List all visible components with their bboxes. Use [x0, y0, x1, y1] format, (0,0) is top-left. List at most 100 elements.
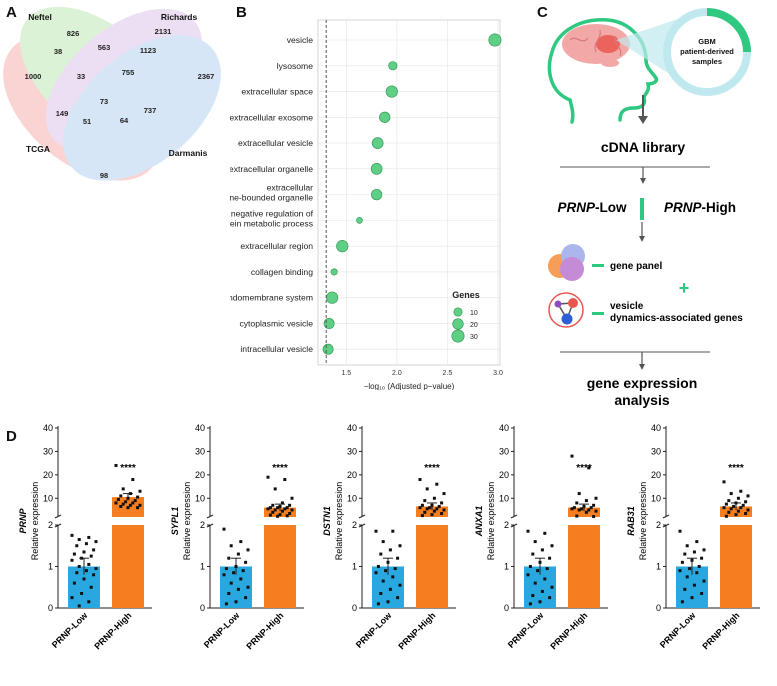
y-tick-label: 10 [195, 493, 205, 503]
brain-folds [569, 29, 622, 57]
enrichment-point [385, 85, 398, 98]
enrichment-point [336, 240, 349, 253]
term-label: extracellular organelle [230, 164, 313, 174]
plus-icon: + [679, 278, 690, 298]
x-axis-label: −log₁₀ (Adjusted p−value) [364, 382, 455, 390]
data-point [420, 503, 424, 507]
data-point [273, 508, 277, 512]
data-point [241, 569, 245, 573]
data-point [736, 509, 740, 513]
y-tick-label: 20 [499, 470, 509, 480]
data-point [386, 560, 390, 564]
data-point [543, 531, 547, 535]
data-point [290, 496, 294, 500]
data-point [244, 560, 248, 564]
data-point [430, 513, 434, 517]
data-point [381, 579, 385, 583]
data-point [396, 556, 400, 560]
bar-prnp-high-lower [416, 525, 448, 608]
venn-region: 737 [144, 106, 157, 115]
term-label: intracellular vesicle [240, 344, 313, 354]
term-label: collagen binding [251, 267, 313, 277]
venn-region: 38 [54, 47, 62, 56]
data-point [124, 500, 128, 504]
bar-prnp-high-lower [264, 525, 296, 608]
data-point [288, 503, 292, 507]
data-point [87, 562, 91, 566]
data-point [533, 540, 537, 544]
x-category-label: PRNP-Low [354, 610, 394, 650]
data-point [138, 503, 142, 507]
data-point [575, 514, 579, 518]
arrow-head-icon [638, 116, 648, 124]
data-point [119, 494, 123, 498]
data-point [70, 533, 74, 537]
y-tick-label: 10 [347, 493, 357, 503]
y-tick-label: 1 [200, 562, 205, 572]
term-label: lysosome [277, 61, 314, 71]
axis-break-mark [54, 514, 62, 519]
bar-prnp-high-upper [720, 506, 752, 517]
y-tick-label: 30 [499, 446, 509, 456]
y-tick-label: 0 [352, 603, 357, 613]
data-point [526, 529, 530, 533]
data-point [379, 591, 383, 595]
data-point [246, 585, 250, 589]
data-point [741, 503, 745, 507]
data-point [685, 575, 689, 579]
data-point [391, 529, 395, 533]
enrichment-point [326, 291, 339, 304]
data-point [72, 552, 76, 556]
data-point [285, 514, 289, 518]
gene-name-label: SYPL1 [170, 507, 180, 536]
venn-region: 2367 [198, 72, 215, 81]
dash-marker [592, 312, 604, 315]
data-point [692, 583, 696, 587]
data-point [533, 581, 537, 585]
data-point [420, 514, 424, 518]
data-point [582, 504, 586, 508]
data-point [280, 501, 284, 505]
cdna-library-label: cDNA library [601, 139, 686, 155]
data-point [594, 496, 598, 500]
data-point [550, 544, 554, 548]
venn-label-neftel: Neftel [28, 12, 52, 22]
data-point [531, 594, 535, 598]
tumor-spot [596, 35, 620, 53]
data-point [425, 487, 429, 491]
y-tick-label: 2 [656, 520, 661, 530]
y-tick-label: 30 [195, 446, 205, 456]
data-point [114, 501, 118, 505]
brain-stem [601, 59, 619, 67]
data-point [224, 567, 228, 571]
data-point [545, 567, 549, 571]
arrow-head-icon [640, 178, 646, 184]
network-node [554, 300, 562, 308]
gene-panel-icon [548, 244, 585, 281]
data-point [138, 489, 142, 493]
gene-name-label: DSTN1 [322, 506, 332, 536]
data-point [271, 503, 275, 507]
venn-region: 64 [120, 116, 129, 125]
data-point [700, 556, 704, 560]
data-point [227, 591, 231, 595]
x-tick-label: 2.0 [392, 370, 402, 377]
venn-set-richards [45, 8, 203, 152]
data-point [430, 503, 434, 507]
data-point [548, 556, 552, 560]
data-point [587, 508, 591, 512]
data-point [548, 596, 552, 600]
data-point [384, 569, 388, 573]
axis-break-mark [510, 514, 518, 519]
y-tick-label: 40 [43, 423, 53, 433]
y-tick-label: 0 [656, 603, 661, 613]
data-point [727, 510, 731, 514]
y-tick-label: 20 [195, 470, 205, 480]
y-tick-label: 20 [43, 470, 53, 480]
data-point [75, 571, 79, 575]
data-point [531, 552, 535, 556]
data-point [84, 569, 88, 573]
x-tick-label: 1.5 [341, 370, 351, 377]
